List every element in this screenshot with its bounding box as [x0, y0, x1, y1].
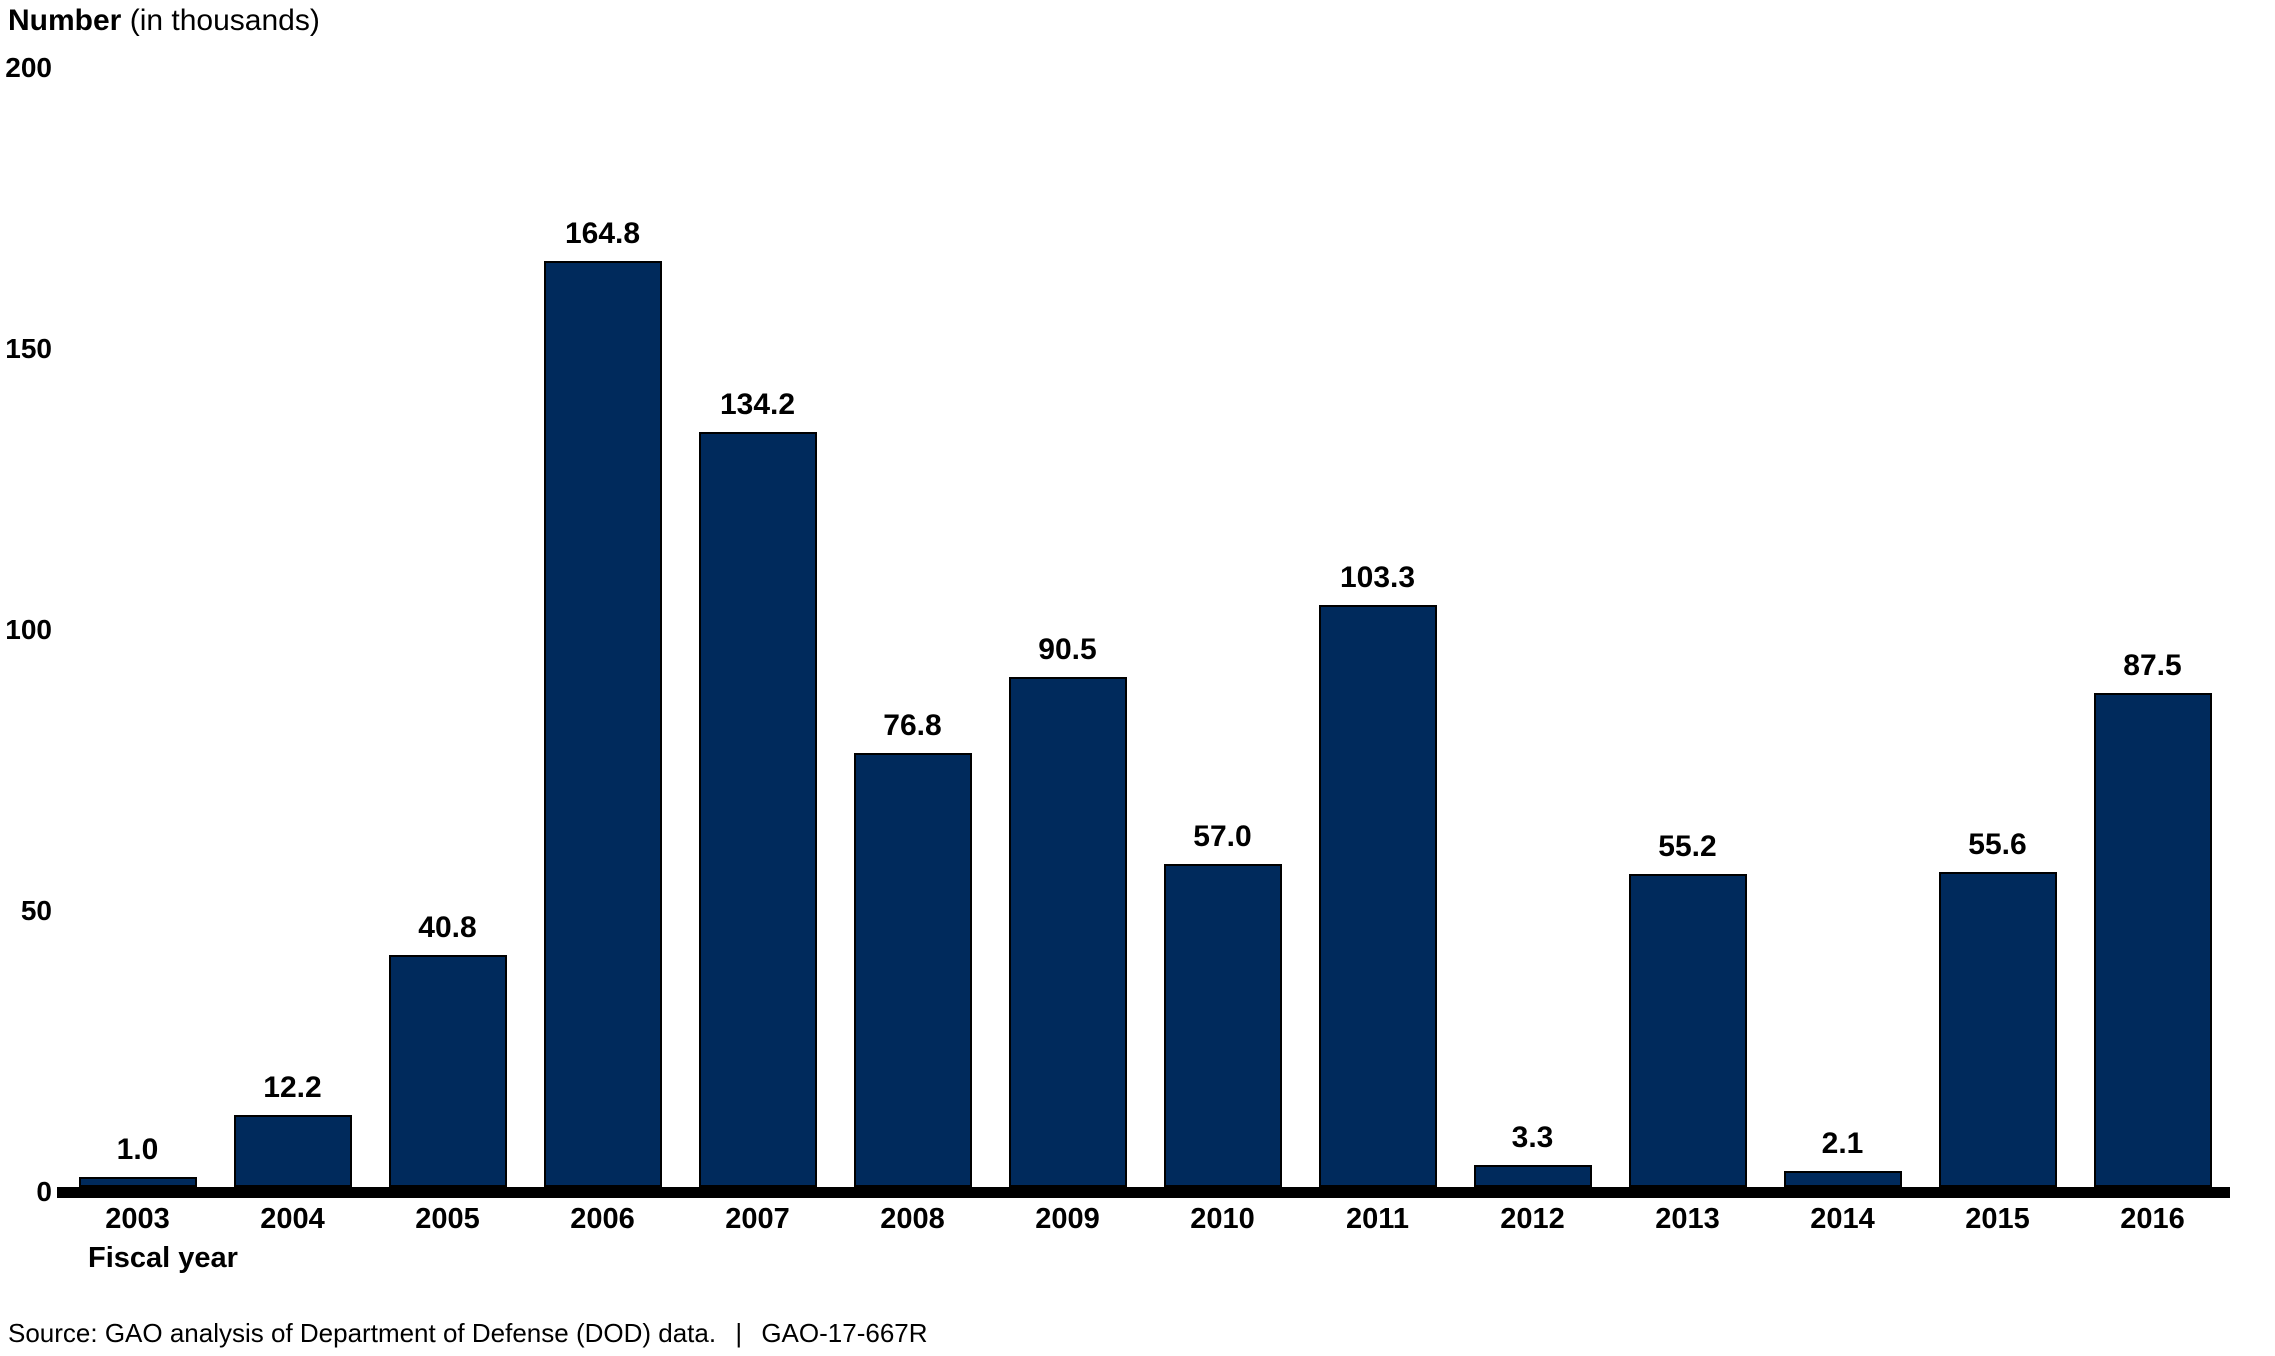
y-tick-label: 200: [5, 52, 52, 83]
bar-value-label: 1.0: [116, 1133, 159, 1167]
bar-group: 87.5 2016: [2075, 68, 2230, 1235]
chart-title: Number (in thousands): [8, 4, 320, 38]
bar-value-label: 3.3: [1511, 1120, 1554, 1154]
x-axis-line: [57, 1187, 2230, 1198]
bar-value-label: 90.5: [1038, 632, 1097, 666]
bar: [78, 1177, 197, 1187]
bar-value-label: 55.2: [1658, 830, 1717, 864]
bar-group: 90.5 2009: [990, 68, 1145, 1235]
chart-title-main: Number: [8, 4, 122, 37]
chart-title-subtitle: (in thousands): [129, 4, 320, 37]
bar-group: 3.3 2012: [1455, 68, 1610, 1235]
source-note: Source: GAO analysis of Department of De…: [8, 1318, 928, 1349]
source-separator: |: [735, 1318, 743, 1348]
bar: [853, 753, 972, 1187]
x-tick-label: 2003: [105, 1203, 170, 1235]
x-tick-label: 2012: [1500, 1203, 1565, 1235]
x-tick-label: 2013: [1655, 1203, 1720, 1235]
bar: [1938, 871, 2057, 1187]
bar-value-label: 12.2: [263, 1070, 322, 1104]
x-tick-label: 2005: [415, 1203, 480, 1235]
bar-value-label: 164.8: [564, 216, 641, 250]
x-tick-label: 2014: [1810, 1203, 1875, 1235]
bar: [543, 260, 662, 1187]
bar-value-label: 134.2: [719, 388, 796, 422]
bar: [1163, 864, 1282, 1187]
bar-group: 2.1 2014: [1765, 68, 1920, 1235]
bar-group: 12.2 2004: [215, 68, 370, 1235]
bar: [698, 432, 817, 1187]
x-axis-title: Fiscal year: [88, 1242, 238, 1274]
bar-value-label: 76.8: [883, 709, 942, 743]
bar: [1008, 676, 1127, 1187]
bar-group: 76.8 2008: [835, 68, 990, 1235]
x-tick-label: 2015: [1965, 1203, 2030, 1235]
bar-value-label: 57.0: [1193, 820, 1252, 854]
bar-group: 103.3 2011: [1300, 68, 1455, 1235]
bar-group: 1.0 2003: [60, 68, 215, 1235]
bar: [1783, 1171, 1902, 1187]
x-tick-label: 2007: [725, 1203, 790, 1235]
y-tick-label: 100: [5, 614, 52, 645]
report-number: GAO-17-667R: [761, 1318, 928, 1348]
bar: [388, 954, 507, 1187]
y-tick-label: 50: [20, 895, 52, 926]
bar-group: 57.0 2010: [1145, 68, 1300, 1235]
plot-area: 1.0 2003 12.2 2004 40.8 2005 164.8 2006 134.2 200…: [60, 68, 2230, 1235]
bar-group: 55.2 2013: [1610, 68, 1765, 1235]
bar-group: 40.8 2005: [370, 68, 525, 1235]
bar: [2093, 693, 2212, 1187]
y-axis: 0 50 100 150 200: [0, 0, 52, 1356]
bar: [1628, 874, 1747, 1187]
x-tick-label: 2009: [1035, 1203, 1100, 1235]
bar: [233, 1114, 352, 1187]
y-tick-label: 0: [36, 1176, 52, 1207]
bar-value-label: 40.8: [418, 910, 477, 944]
bar-value-label: 103.3: [1339, 561, 1416, 595]
x-tick-label: 2006: [570, 1203, 635, 1235]
bar-value-label: 87.5: [2123, 649, 2182, 683]
x-tick-label: 2010: [1190, 1203, 1255, 1235]
bar-group: 134.2 2007: [680, 68, 835, 1235]
bar-group: 164.8 2006: [525, 68, 680, 1235]
bar: [1318, 605, 1437, 1187]
source-text: Source: GAO analysis of Department of De…: [8, 1318, 717, 1348]
x-tick-label: 2016: [2120, 1203, 2185, 1235]
x-tick-label: 2008: [880, 1203, 945, 1235]
bar: [1473, 1164, 1592, 1187]
x-tick-label: 2004: [260, 1203, 325, 1235]
x-tick-label: 2011: [1346, 1203, 1409, 1235]
y-tick-label: 150: [5, 333, 52, 364]
bar-value-label: 2.1: [1821, 1127, 1864, 1161]
bar-group: 55.6 2015: [1920, 68, 2075, 1235]
bar-value-label: 55.6: [1968, 827, 2027, 861]
